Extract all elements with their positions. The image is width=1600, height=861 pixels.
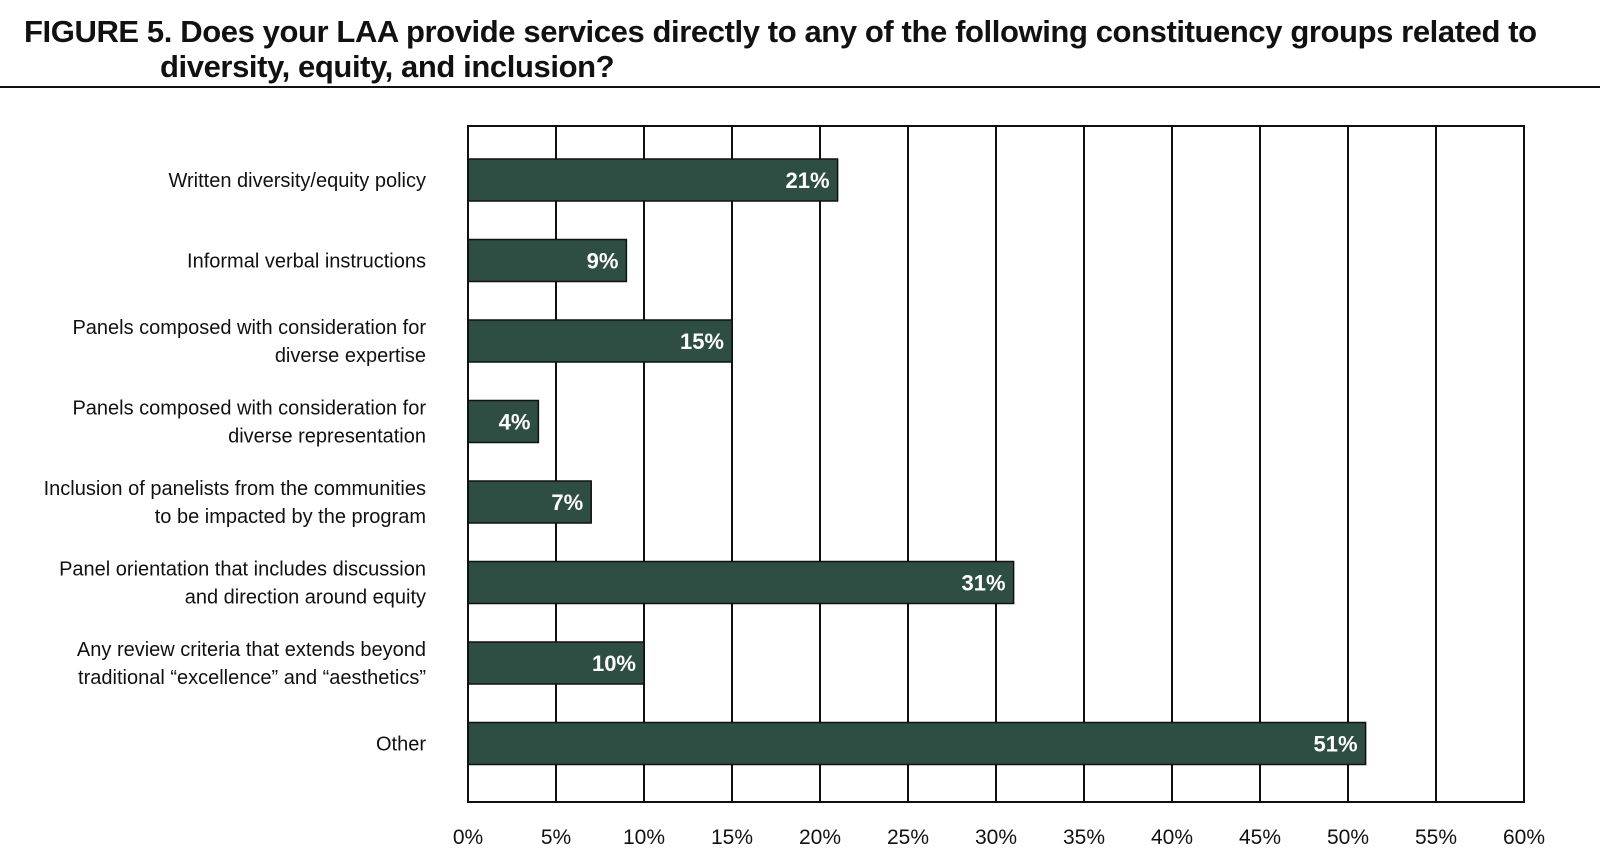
- bar: [467, 319, 733, 363]
- bar: [467, 641, 645, 685]
- category-label: Written diversity/equity policy: [169, 170, 427, 192]
- category-label: Panels composed with consideration for di…: [72, 398, 426, 448]
- x-tick-label: 50%: [1327, 826, 1369, 849]
- category-label-line: Inclusion of panelists from the communit…: [44, 478, 426, 500]
- figure-label: FIGURE 5.: [24, 14, 172, 49]
- bar: [467, 480, 592, 524]
- x-axis-ticks: 0% 5% 10% 15% 20% 25% 30% 35% 40% 45% 50% 55% 60%: [453, 826, 1545, 849]
- bar-data-label: 9%: [587, 249, 619, 274]
- category-label-line: Panels composed with consideration for: [72, 317, 426, 339]
- category-label: Other: [376, 734, 426, 756]
- bar: [467, 399, 540, 444]
- x-tick-label: 55%: [1415, 826, 1457, 849]
- category-label-line: Panel orientation that includes discussi…: [59, 559, 426, 581]
- category-label-line: Other: [376, 734, 426, 756]
- title-text-1: Does your LAA provide services directly …: [180, 14, 1537, 49]
- category-label: Panels composed with consideration for di…: [72, 317, 426, 367]
- bar-data-label: 10%: [592, 651, 636, 676]
- bar-data-label: 21%: [786, 168, 830, 193]
- x-tick-label: 20%: [799, 826, 841, 849]
- category-label-line: traditional “excellence” and “aesthetics…: [78, 667, 426, 689]
- bar-layer: 21% 9% 15% 4% 7% 31% 10% 51%: [467, 158, 1367, 766]
- x-tick-label: 0%: [453, 826, 483, 849]
- bar: [467, 560, 1015, 605]
- chart-title: FIGURE 5. Does your LAA provide services…: [24, 14, 1584, 84]
- x-tick-label: 15%: [711, 826, 753, 849]
- bar: [467, 721, 1367, 766]
- bar-data-label: 4%: [499, 410, 531, 435]
- title-line-1: FIGURE 5. Does your LAA provide services…: [24, 14, 1584, 49]
- x-tick-label: 30%: [975, 826, 1017, 849]
- x-tick-label: 45%: [1239, 826, 1281, 849]
- category-label-line: Panels composed with consideration for: [72, 398, 426, 420]
- x-tick-label: 40%: [1151, 826, 1193, 849]
- x-tick-label: 5%: [541, 826, 571, 849]
- x-tick-label: 10%: [623, 826, 665, 849]
- category-label: Any review criteria that extends beyond t…: [77, 639, 426, 689]
- bar-data-label: 31%: [962, 571, 1006, 596]
- bar-data-label: 51%: [1314, 732, 1358, 757]
- title-line-2: diversity, equity, and inclusion?: [160, 49, 615, 84]
- category-label-line: Written diversity/equity policy: [169, 170, 427, 192]
- category-label: Inclusion of panelists from the communit…: [44, 478, 426, 528]
- bar-data-label: 15%: [680, 329, 724, 354]
- category-label-line: diverse representation: [228, 426, 426, 448]
- category-label-line: Informal verbal instructions: [187, 251, 426, 273]
- x-tick-label: 60%: [1503, 826, 1545, 849]
- category-label-line: to be impacted by the program: [155, 506, 426, 528]
- plot-frame: [467, 125, 1525, 803]
- category-label-line: Any review criteria that extends beyond: [77, 639, 426, 661]
- x-tick-label: 25%: [887, 826, 929, 849]
- category-label: Informal verbal instructions: [187, 251, 426, 273]
- bar-data-label: 7%: [551, 490, 583, 515]
- title-rule: [0, 86, 1600, 88]
- category-label: Panel orientation that includes discussi…: [59, 559, 426, 609]
- category-label-line: and direction around equity: [185, 587, 426, 609]
- category-labels: Written diversity/equity policy Informal …: [44, 170, 427, 756]
- category-label-line: diverse expertise: [275, 345, 426, 367]
- bar: [467, 238, 628, 283]
- x-tick-label: 35%: [1063, 826, 1105, 849]
- bar: [467, 158, 839, 202]
- grid-layer: [467, 126, 1525, 802]
